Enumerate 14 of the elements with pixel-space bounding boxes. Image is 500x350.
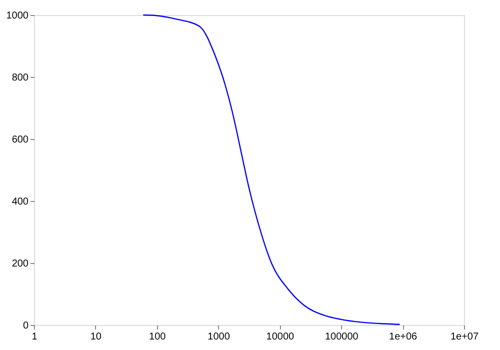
x-tick-label: 100000 <box>324 332 359 342</box>
x-tick-label: 10 <box>90 332 102 342</box>
y-tick-label: 200 <box>12 258 29 270</box>
x-tick-label: 10000 <box>266 332 295 342</box>
y-tick-label: 400 <box>12 196 29 208</box>
x-tick-label: 1000 <box>208 332 230 342</box>
x-tick-label: 1e+06 <box>389 332 418 342</box>
x-tick-label: 1e+07 <box>450 332 479 342</box>
y-tick-label: 1000 <box>6 10 29 22</box>
x-tick-label: 100 <box>149 332 166 342</box>
y-tick-label: 600 <box>12 134 29 146</box>
x-tick-label: 1 <box>32 332 38 342</box>
y-tick-label: 0 <box>22 320 29 332</box>
y-tick-label: 800 <box>12 72 29 84</box>
